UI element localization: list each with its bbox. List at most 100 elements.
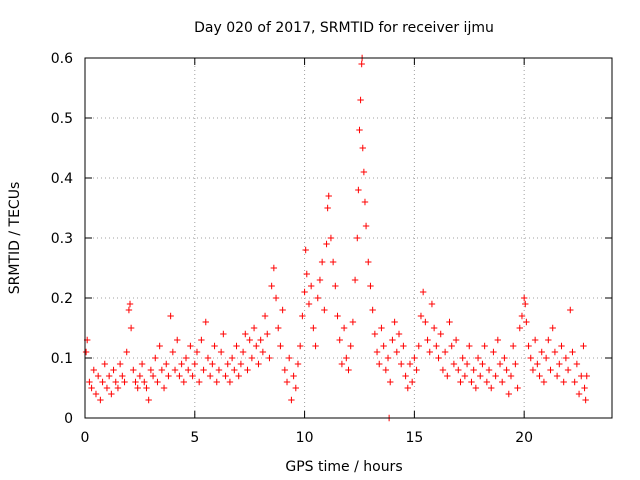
data-point [503, 366, 510, 374]
data-point [288, 396, 295, 404]
data-point [97, 396, 104, 404]
data-point [283, 378, 291, 386]
data-point [116, 360, 124, 368]
data-point [575, 390, 583, 398]
data-point [553, 372, 561, 380]
data-point [257, 336, 264, 344]
x-tick-label: 0 [81, 430, 90, 446]
data-point [259, 348, 267, 356]
data-point [160, 384, 168, 392]
data-point [213, 378, 220, 386]
data-point [222, 372, 229, 380]
y-tick-label: 0.4 [51, 171, 73, 187]
data-point [430, 324, 438, 332]
data-point [362, 222, 370, 230]
data-point [305, 300, 313, 308]
grid-lines [85, 58, 612, 418]
data-point [357, 96, 364, 104]
data-point [108, 390, 115, 398]
data-point [361, 198, 369, 206]
data-point [324, 204, 331, 212]
data-point [235, 372, 242, 380]
data-point [549, 324, 556, 332]
data-point [187, 342, 194, 350]
x-tick-label: 15 [405, 430, 423, 446]
data-point [119, 372, 126, 380]
data-point [242, 330, 249, 338]
data-point [156, 342, 163, 350]
data-point [171, 366, 179, 374]
data-point [178, 360, 185, 368]
data-point [468, 378, 475, 386]
data-point [562, 354, 570, 362]
data-point [275, 324, 282, 332]
data-point [307, 282, 315, 290]
data-point [376, 360, 383, 368]
data-point [286, 354, 293, 362]
data-point [167, 312, 174, 320]
x-tick-label: 10 [296, 430, 314, 446]
axis-ticks [84, 57, 612, 419]
data-point [268, 282, 275, 290]
data-point [527, 354, 534, 362]
data-point [534, 360, 541, 368]
data-point [400, 342, 407, 350]
data-point [505, 390, 512, 398]
data-point [369, 306, 376, 314]
data-point [529, 366, 537, 374]
data-point [520, 294, 528, 302]
data-point [441, 348, 449, 356]
data-point [246, 336, 253, 344]
data-point [457, 378, 464, 386]
data-point [253, 342, 260, 350]
data-point [545, 336, 552, 344]
data-point [198, 336, 205, 344]
data-point [92, 390, 100, 398]
data-point [583, 372, 590, 380]
data-point [395, 330, 403, 338]
data-point [509, 342, 517, 350]
data-point [277, 342, 284, 350]
data-point [393, 348, 401, 356]
data-point [569, 348, 576, 356]
data-point [435, 354, 442, 362]
data-point [349, 318, 357, 326]
data-point [264, 330, 271, 338]
data-point [411, 354, 418, 362]
x-tick-labels: 0 5 10 15 20 [81, 430, 534, 446]
data-point [138, 360, 146, 368]
data-point [174, 336, 181, 344]
data-point [371, 330, 379, 338]
data-point [88, 384, 95, 392]
data-point [472, 384, 480, 392]
x-axis-label: GPS time / hours [285, 459, 402, 475]
data-point [261, 312, 269, 320]
data-point [428, 300, 436, 308]
y-axis-label: SRMTID / TECUs [7, 182, 23, 295]
data-point [90, 366, 97, 374]
data-point [136, 372, 144, 380]
data-point [580, 342, 587, 350]
y-tick-label: 0 [64, 411, 73, 427]
data-point [338, 360, 346, 368]
data-point [154, 378, 161, 386]
data-point [542, 354, 550, 362]
data-point [281, 366, 289, 374]
data-point [479, 360, 486, 368]
data-point [165, 372, 172, 380]
data-point [224, 360, 231, 368]
data-point [191, 360, 198, 368]
data-point [439, 366, 447, 374]
chart-title: Day 020 of 2017, SRMTID for receiver ijm… [194, 20, 494, 36]
data-point [272, 294, 280, 302]
data-point [149, 372, 157, 380]
data-point [302, 246, 309, 254]
data-point [384, 354, 392, 362]
x-tick-label: 20 [515, 430, 533, 446]
data-point [422, 318, 429, 326]
data-point [419, 288, 427, 296]
data-point [248, 354, 256, 362]
data-point [455, 366, 462, 374]
data-point [163, 360, 170, 368]
